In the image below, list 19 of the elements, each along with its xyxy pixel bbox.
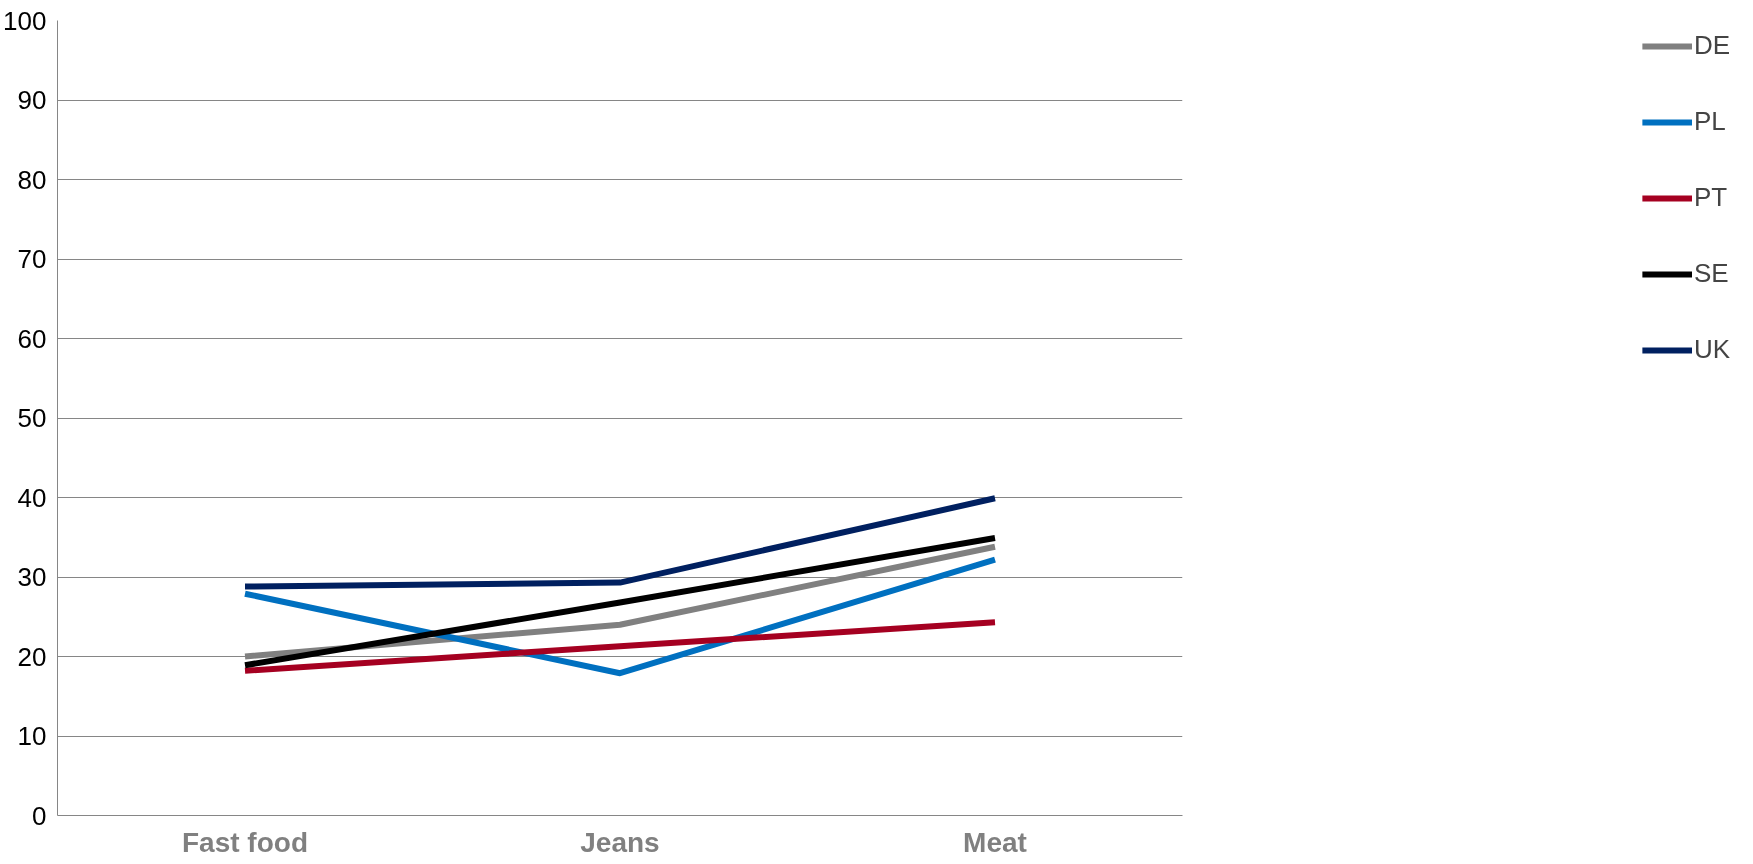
y-tick-label: 40 [17,482,47,513]
legend-label: PT [1693,182,1728,213]
y-tick-label: 60 [17,323,47,354]
y-tick-label: 50 [17,403,47,433]
y-tick-label: 70 [17,244,47,274]
x-tick-label: Meat [963,826,1027,858]
legend-label: PL [1693,106,1726,137]
y-tick-label: 90 [17,85,47,115]
y-tick-label: 20 [17,641,47,672]
y-tick-label: 30 [17,562,47,592]
legend-label: DE [1693,30,1730,61]
y-tick-label: 10 [17,721,47,751]
x-tick-label: Jeans [580,826,660,858]
y-tick-label: 80 [17,164,47,195]
x-tick-label: Fast food [182,826,309,858]
y-tick-label: 0 [32,800,47,831]
legend-label: UK [1693,334,1730,365]
legend-label: SE [1693,258,1729,289]
y-tick-label: 100 [3,5,47,36]
